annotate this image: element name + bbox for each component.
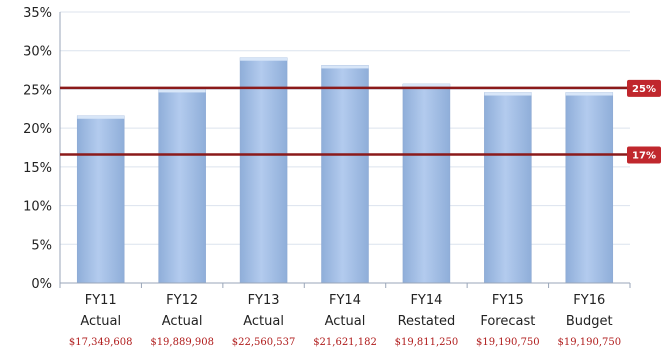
bar-top-highlight: [240, 57, 288, 61]
x-tick-label-amount: $19,889,908: [150, 337, 214, 348]
x-tick-label-year: FY13: [248, 293, 280, 308]
bar: [402, 83, 451, 284]
bar: [76, 115, 125, 284]
bar-top-highlight: [484, 92, 532, 96]
y-tick-label: 25%: [23, 83, 52, 98]
x-tick-label-amount: $22,560,537: [232, 337, 296, 348]
y-tick-label: 5%: [31, 238, 52, 253]
x-tick-label-amount: $19,190,750: [557, 337, 621, 348]
bar: [158, 89, 206, 284]
x-tick-label-type: Actual: [243, 314, 284, 329]
bars: [76, 57, 614, 284]
reference-label: 17%: [632, 150, 656, 161]
bar-top-highlight: [158, 89, 206, 93]
bar-top-highlight: [77, 115, 125, 119]
x-tick-label-year: FY12: [166, 293, 198, 308]
reference-label-badge: [627, 79, 661, 97]
reference-label-badge: [627, 146, 661, 164]
x-tick-label-year: FY14: [410, 293, 442, 308]
y-tick-label: 15%: [23, 161, 52, 176]
bar-top-highlight: [565, 92, 613, 96]
x-tick-label-type: Actual: [162, 314, 203, 329]
bar: [239, 57, 288, 284]
x-tick-label-amount: $19,190,750: [476, 337, 540, 348]
x-tick-label-year: FY11: [85, 293, 117, 308]
x-tick-label-amount: $17,349,608: [69, 337, 133, 348]
y-tick-label: 35%: [23, 6, 52, 21]
x-tick-label-amount: $19,811,250: [395, 337, 459, 348]
y-tick-label: 0%: [31, 277, 52, 292]
reference-lines: 25% 17%: [60, 79, 661, 164]
bar: [484, 92, 532, 284]
y-tick-label: 20%: [23, 122, 52, 137]
bar: [321, 65, 369, 284]
x-tick-label-amount: $21,621,182: [313, 337, 377, 348]
x-tick-label-year: FY16: [573, 293, 605, 308]
bar-top-highlight: [402, 84, 450, 88]
x-tick-label-year: FY15: [492, 293, 524, 308]
x-tick-label-type: Restated: [398, 314, 456, 329]
reference-label: 25%: [632, 84, 656, 95]
x-axis: FY11 Actual $17,349,608 FY12 Actual $19,889,9…: [59, 282, 631, 348]
x-tick-label-year: FY14: [329, 293, 361, 308]
bar: [565, 92, 614, 284]
x-tick-label-type: Actual: [80, 314, 121, 329]
x-tick-label-type: Actual: [325, 314, 366, 329]
y-tick-label: 10%: [23, 200, 52, 215]
bar-top-highlight: [321, 65, 369, 69]
y-tick-label: 30%: [23, 45, 52, 60]
y-axis: 0% 5% 10% 15% 20% 25% 30% 35%: [23, 6, 61, 292]
x-tick-label-type: Budget: [566, 314, 613, 329]
x-tick-label-type: Forecast: [480, 314, 535, 329]
